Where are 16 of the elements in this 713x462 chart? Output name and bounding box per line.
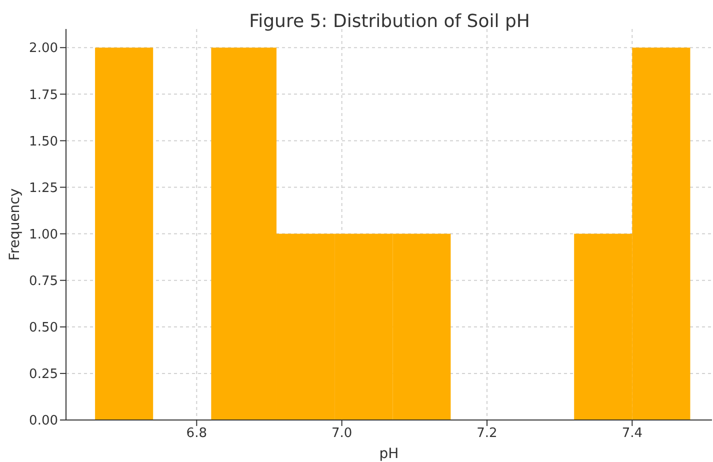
chart-title: Figure 5: Distribution of Soil pH: [248, 11, 531, 32]
x-tick-label: 7.2: [476, 426, 498, 442]
y-axis-title: Frequency: [6, 188, 23, 261]
y-tick-label: 1.75: [29, 88, 58, 103]
y-tick-label: 1.00: [29, 227, 58, 242]
y-tick-label: 1.25: [29, 180, 58, 196]
y-tick-label: 0.75: [29, 274, 58, 289]
y-tick-label: 1.50: [29, 134, 58, 150]
y-tick-label: 0.00: [29, 414, 58, 429]
y-tick-label: 0.50: [29, 320, 58, 336]
x-tick-label: 6.8: [186, 426, 207, 442]
x-tick-label: 7.0: [331, 426, 352, 442]
y-tick-label: 2.00: [29, 41, 58, 56]
y-tick-label: 0.25: [29, 367, 58, 382]
x-tick-label: 7.4: [622, 426, 642, 442]
x-axis-title: pH: [379, 446, 399, 462]
